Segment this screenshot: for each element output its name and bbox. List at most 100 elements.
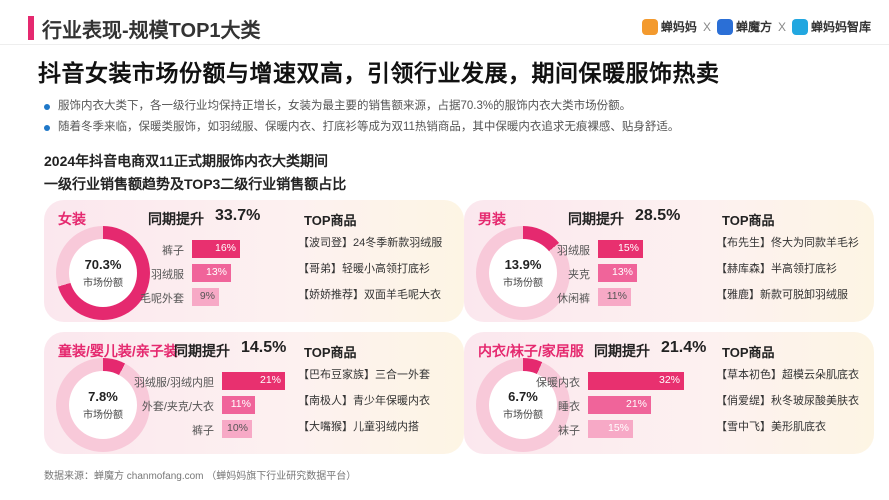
growth-label: 同期提升 [148,211,204,227]
summary-bullets: 服饰内衣大类下，各一级行业均保持正增长，女装为最主要的销售额来源，占据70.3%… [44,96,679,138]
growth-label: 同期提升 [174,343,230,359]
bullet-item: 服饰内衣大类下，各一级行业均保持正增长，女装为最主要的销售额来源，占据70.3%… [44,96,679,117]
page-title: 行业表现-规模TOP1大类 [42,20,261,42]
bar-value-label: 15% [607,422,629,434]
bar-value-label: 9% [199,290,215,302]
donut-center: 70.3% 市场份额 [69,239,137,307]
bar-category-label: 裤子 [192,425,214,437]
bar-category-label: 睡衣 [558,401,580,413]
share-bar-row: 羽绒服/羽绒内胆 21% [134,372,302,390]
top-product-item: 【娇娇推荐】双面羊毛呢大衣 [298,289,441,301]
bar-category-label: 休闲裤 [557,293,590,305]
bar-value-label: 13% [611,266,633,278]
bar-value-label: 11% [606,290,627,302]
main-headline: 抖音女装市场份额与增速双高，引领行业发展，期间保暖服饰热卖 [38,60,720,86]
share-bar: 11% [222,396,255,414]
share-bar: 21% [588,396,651,414]
top-product-item: 【布先生】佟大为同款羊毛衫 [716,237,859,249]
top-products-label: TOP商品 [304,213,357,228]
market-share-donut: 70.3% 市场份额 [56,226,150,320]
share-bar: 32% [588,372,684,390]
panel-category-name: 女装 [58,211,86,227]
share-bar-row: 袜子 15% [558,420,668,438]
top-product-item: 【巴布豆家族】三合一外套 [298,369,430,381]
bar-value-label: 15% [617,242,639,254]
bar-value-label: 21% [625,398,647,410]
brand-chanmama: 蝉妈妈 [641,18,697,35]
share-bar-row: 外套/夹克/大衣 11% [142,396,302,414]
share-bar: 16% [192,240,240,258]
share-bar: 15% [588,420,633,438]
brand-chanmama-name: 蝉妈妈 [660,20,697,34]
share-bar-row: 睡衣 21% [558,396,668,414]
donut-center: 13.9% 市场份额 [489,239,557,307]
top-product-item: 【草本初色】超模云朵肌底衣 [716,369,859,381]
market-share-donut: 13.9% 市场份额 [476,226,570,320]
share-bar-row: 羽绒服 13% [151,264,272,282]
industry-panel: 童装/婴儿装/亲子装 同期提升 14.5% TOP商品 7.8% 市场份额 羽绒服/羽绒内胆… [44,332,464,454]
bar-category-label: 外套/夹克/大衣 [141,401,214,413]
zhiku-logo-icon [791,18,808,35]
share-bar: 13% [192,264,231,282]
growth-label: 同期提升 [594,343,650,359]
top-product-item: 【俏爱缇】秋冬玻尿酸美肤衣 [716,395,859,407]
panel-category-name: 童装/婴儿装/亲子装 [58,343,178,359]
top-products-label: TOP商品 [722,213,775,228]
bar-category-label: 羽绒服 [557,245,590,257]
bar-category-label: 夹克 [568,269,590,281]
market-share-label: 市场份额 [83,410,123,421]
bar-category-label: 袜子 [558,425,580,437]
header-accent-bar [28,16,34,40]
bar-category-label: 毛呢外套 [140,293,184,305]
share-bar-row: 保暖内衣 32% [536,372,684,390]
top-product-item: 【雅鹿】新款可脱卸羽绒服 [716,289,848,301]
top-products-label: TOP商品 [304,345,357,360]
panel-category-name: 男装 [478,211,506,227]
growth-value: 28.5% [635,207,681,224]
share-bar-row: 休闲裤 11% [557,288,678,306]
industry-panel: 男装 同期提升 28.5% TOP商品 13.9% 市场份额 羽绒服 15% 夹克 13% 休闲裤 1… [464,200,874,322]
growth-value: 21.4% [661,339,707,356]
industry-panel: 女装 同期提升 33.7% TOP商品 70.3% 市场份额 裤子 16% 羽绒服 13% 毛呢外套… [44,200,464,322]
market-share-label: 市场份额 [83,278,123,289]
subtitle-line: 一级行业销售额趋势及TOP3二级行业销售额占比 [44,176,347,192]
top-product-item: 【哥弟】轻暖小高领打底衫 [298,263,430,275]
top-product-item: 【波司登】24冬季新款羽绒服 [298,237,443,249]
bar-value-label: 11% [230,398,251,410]
share-bar: 21% [222,372,285,390]
growth-value: 14.5% [241,339,287,356]
brand-logos: 蝉妈妈 X 蝉魔方 X 蝉妈妈智库 [641,18,871,35]
section-subtitle: 2024年抖音电商双11正式期服饰内衣大类期间 一级行业销售额趋势及TOP3二级… [44,150,346,196]
top-product-item: 【大嘴猴】儿童羽绒内搭 [298,421,419,433]
brand-chanmofang: 蝉魔方 [716,18,772,35]
bar-value-label: 13% [205,266,227,278]
market-share-value: 70.3% [84,257,122,272]
donut-center: 6.7% 市场份额 [489,371,557,439]
bar-category-label: 羽绒服 [151,269,184,281]
bar-value-label: 16% [214,242,236,254]
top-products-label: TOP商品 [722,345,775,360]
share-bar-row: 毛呢外套 9% [140,288,272,306]
data-source-note: 数据来源：蝉魔方 chanmofang.com （蝉妈妈旗下行业研究数据平台） [44,471,357,482]
panel-category-name: 内衣/袜子/家居服 [478,343,584,359]
donut-center: 7.8% 市场份额 [69,371,137,439]
brand-separator: X [702,19,711,34]
brand-zhiku-name: 蝉妈妈智库 [810,20,871,34]
share-bar-row: 夹克 13% [568,264,678,282]
share-bar: 10% [222,420,252,438]
top-product-item: 【南极人】青少年保暖内衣 [298,395,430,407]
top-product-item: 【赫库森】半高领打底衫 [716,263,837,275]
bar-category-label: 裤子 [162,245,184,257]
market-share-label: 市场份额 [503,410,543,421]
market-share-value: 13.9% [504,257,542,272]
market-share-donut: 7.8% 市场份额 [56,358,150,452]
market-share-label: 市场份额 [503,278,543,289]
bar-value-label: 10% [226,422,248,434]
market-share-value: 7.8% [88,389,118,404]
market-share-donut: 6.7% 市场份额 [476,358,570,452]
chanmama-logo-icon [641,18,658,35]
growth-value: 33.7% [215,207,261,224]
chanmofang-logo-icon [716,18,733,35]
header-divider [0,44,889,45]
market-share-value: 6.7% [508,389,538,404]
